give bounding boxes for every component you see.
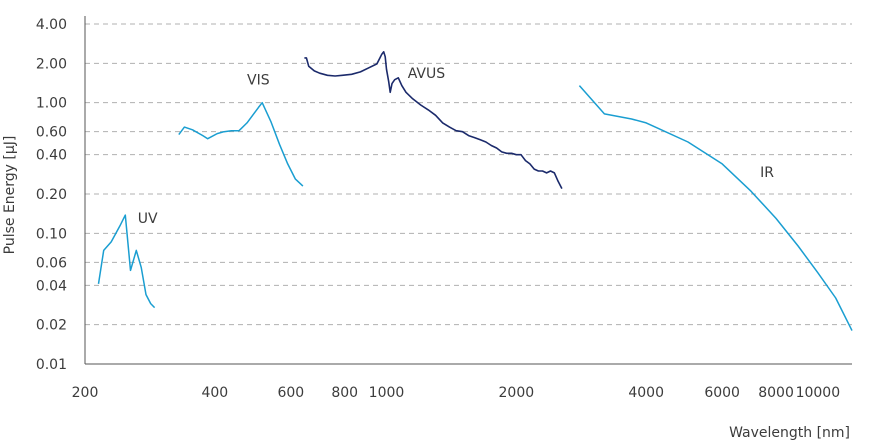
x-tick-label: 10000 xyxy=(796,385,841,401)
series-labels: UV VIS AVUS IR xyxy=(138,66,775,227)
y-tick-label: 0.06 xyxy=(36,255,67,271)
y-tick-label: 0.20 xyxy=(36,187,67,203)
x-tick-label: 4000 xyxy=(628,385,664,401)
y-axis-ticks: 4.00 2.00 1.00 0.60 0.40 0.20 0.10 0.06 0.04 0.02… xyxy=(36,17,67,373)
series-line-uv xyxy=(97,214,156,309)
series-line-avus xyxy=(304,50,563,189)
x-tick-label: 6000 xyxy=(704,385,740,401)
y-tick-label: 0.10 xyxy=(36,226,67,242)
grid xyxy=(85,23,852,326)
x-tick-label: 800 xyxy=(331,385,358,401)
x-tick-label: 8000 xyxy=(758,385,794,401)
series-label-avus: AVUS xyxy=(408,66,446,82)
y-tick-label: 2.00 xyxy=(36,56,67,72)
y-tick-label: 4.00 xyxy=(36,17,67,33)
series-label-uv: UV xyxy=(138,211,158,227)
x-axis-ticks: 200 400 600 800 1000 2000 4000 6000 8000 10000 xyxy=(72,385,840,401)
series-label-vis: VIS xyxy=(247,72,270,88)
series-line-ir xyxy=(578,85,853,331)
y-tick-label: 0.02 xyxy=(36,318,67,334)
y-tick-label: 0.01 xyxy=(36,357,67,373)
x-tick-label: 1000 xyxy=(369,385,405,401)
y-tick-label: 0.04 xyxy=(36,278,67,294)
series-lines xyxy=(97,50,853,331)
x-tick-label: 400 xyxy=(201,385,228,401)
x-tick-label: 600 xyxy=(277,385,304,401)
x-tick-label: 200 xyxy=(72,385,99,401)
series-label-ir: IR xyxy=(760,165,774,181)
y-tick-label: 0.60 xyxy=(36,125,67,141)
y-tick-label: 1.00 xyxy=(36,96,67,112)
x-axis-title: Wavelength [nm] xyxy=(729,425,850,441)
series-line-vis xyxy=(178,101,304,187)
x-tick-label: 2000 xyxy=(499,385,535,401)
y-axis-title: Pulse Energy [µJ] xyxy=(2,136,18,255)
y-tick-label: 0.40 xyxy=(36,148,67,164)
axes xyxy=(84,16,852,365)
